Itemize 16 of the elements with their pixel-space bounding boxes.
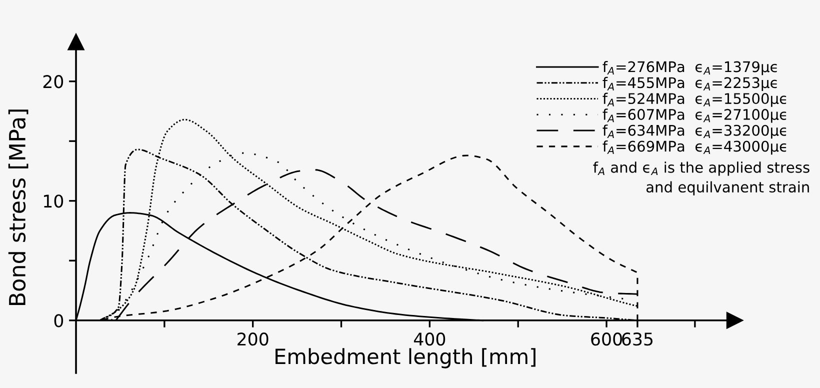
legend-label: f$_{A}$=276MPa ϵ$_{A}$=1379μϵ	[602, 60, 777, 76]
y-tick-label: 0	[54, 314, 64, 328]
y-axis-title: Bond stress [MPa]	[8, 110, 28, 305]
y-tick-label: 10	[44, 194, 64, 208]
legend-label: f$_{A}$=455MPa ϵ$_{A}$=2253μϵ	[602, 76, 777, 91]
y-tick-label: 20	[43, 75, 64, 88]
legend-label: f$_{A}$=524MPa ϵ$_{A}$=15500μϵ	[602, 92, 786, 107]
x-axis-title: Embedment length [mm]	[276, 348, 536, 368]
x-tick-label: 635	[622, 332, 653, 346]
x-tick-label: 400	[414, 332, 446, 346]
legend-label: f$_{A}$=669MPa ϵ$_{A}$=43000μϵ	[602, 140, 786, 155]
legend-label: f$_{A}$=607MPa ϵ$_{A}$=27100μϵ	[602, 108, 786, 123]
annotation: f$_{A}$ and ϵ$_{A}$ is the applied stress and equilvanent strain	[593, 162, 810, 196]
x-tick-label: 600	[591, 332, 622, 346]
x-tick-label: 200	[238, 332, 268, 346]
legend-label: f$_{A}$=634MPa ϵ$_{A}$=33200μϵ	[602, 124, 786, 139]
